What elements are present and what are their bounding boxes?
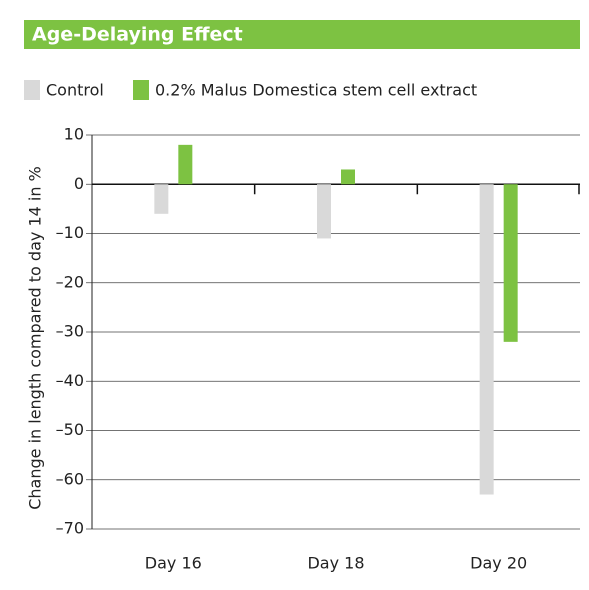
legend-swatch xyxy=(24,80,40,100)
legend-swatch xyxy=(133,80,149,100)
chart-title: Age-Delaying Effect xyxy=(32,24,243,46)
bar xyxy=(154,184,169,214)
y-tick-label: –40 xyxy=(56,371,84,390)
y-tick-label: 0 xyxy=(74,174,84,193)
x-tick-label: Day 20 xyxy=(470,554,527,573)
title-banner xyxy=(24,20,580,49)
y-tick-label: 10 xyxy=(64,125,84,144)
bar xyxy=(503,184,518,342)
x-tick-label: Day 16 xyxy=(145,554,202,573)
bar xyxy=(317,184,331,239)
y-tick-label: –10 xyxy=(56,223,84,242)
x-tick-label: Day 18 xyxy=(307,554,364,573)
bar xyxy=(479,184,494,495)
y-tick-label: –50 xyxy=(56,420,84,439)
y-tick-label: –70 xyxy=(56,519,84,538)
y-tick-label: –30 xyxy=(56,322,84,341)
legend-label: Control xyxy=(46,81,104,100)
legend-label: 0.2% Malus Domestica stem cell extract xyxy=(155,81,477,100)
y-axis-label: Change in length compared to day 14 in % xyxy=(26,166,45,510)
bar xyxy=(341,169,355,185)
bar xyxy=(178,144,193,185)
y-tick-label: –20 xyxy=(56,272,84,291)
y-tick-label: –60 xyxy=(56,469,84,488)
